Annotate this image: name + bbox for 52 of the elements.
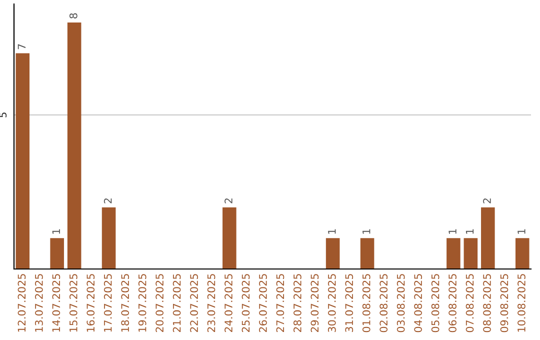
data-label: 2	[483, 198, 491, 204]
x-tick-label: 04.08.2025	[414, 274, 422, 332]
bar	[67, 22, 82, 269]
data-label: 1	[362, 229, 370, 234]
x-tick-label: 24.07.2025	[224, 274, 232, 332]
data-label: 1	[466, 229, 474, 234]
data-label: 1	[518, 229, 526, 234]
x-tick-label: 12.07.2025	[18, 274, 26, 332]
x-tick-label: 17.07.2025	[104, 274, 112, 332]
x-tick-label: 26.07.2025	[259, 274, 267, 332]
bar	[16, 53, 30, 269]
x-tick-label: 15.07.2025	[69, 274, 78, 332]
x-tick-label: 27.07.2025	[276, 274, 284, 332]
x-tick-label: 21.07.2025	[172, 274, 181, 332]
x-tick-label: 09.08.2025	[500, 274, 508, 332]
data-label: 1	[328, 229, 336, 234]
x-tick-label: 19.07.2025	[138, 274, 146, 332]
bar	[360, 238, 374, 269]
x-tick-label: 30.07.2025	[328, 274, 336, 332]
x-tick-label: 28.07.2025	[293, 274, 302, 332]
bar	[446, 238, 460, 269]
x-tick-label: 06.08.2025	[448, 274, 456, 332]
data-label: 2	[104, 198, 112, 204]
x-tick-label: 08.08.2025	[483, 274, 491, 332]
x-tick-label: 05.08.2025	[431, 274, 440, 332]
data-label: 7	[18, 44, 26, 50]
data-label: 1	[52, 229, 60, 234]
bar	[102, 207, 116, 269]
bar	[326, 238, 340, 269]
bar	[515, 238, 530, 269]
x-tick-label: 22.07.2025	[190, 274, 198, 332]
data-label: 8	[69, 13, 78, 18]
data-label: 2	[224, 198, 232, 204]
x-tick-label: 25.07.2025	[242, 274, 250, 332]
bar	[464, 238, 478, 269]
x-tick-label: 07.08.2025	[466, 274, 474, 332]
x-tick-label: 03.08.2025	[396, 274, 405, 332]
data-label: 1	[448, 229, 456, 234]
x-tick-label: 14.07.2025	[52, 274, 60, 332]
x-tick-label: 18.07.2025	[121, 274, 130, 332]
bar	[222, 207, 236, 269]
x-tick-label: 23.07.2025	[207, 274, 216, 332]
x-tick-label: 31.07.2025	[345, 274, 354, 332]
x-tick-label: 10.08.2025	[518, 274, 526, 332]
x-tick-label: 20.07.2025	[156, 274, 164, 332]
x-tick-label: 29.07.2025	[310, 274, 319, 332]
x-tick-label: 01.08.2025	[362, 274, 370, 332]
bar	[50, 238, 64, 269]
x-tick-label: 13.07.2025	[34, 274, 43, 332]
x-tick-label: 02.08.2025	[380, 274, 388, 332]
x-tick-label: 16.07.2025	[86, 274, 95, 332]
bar	[481, 207, 495, 269]
